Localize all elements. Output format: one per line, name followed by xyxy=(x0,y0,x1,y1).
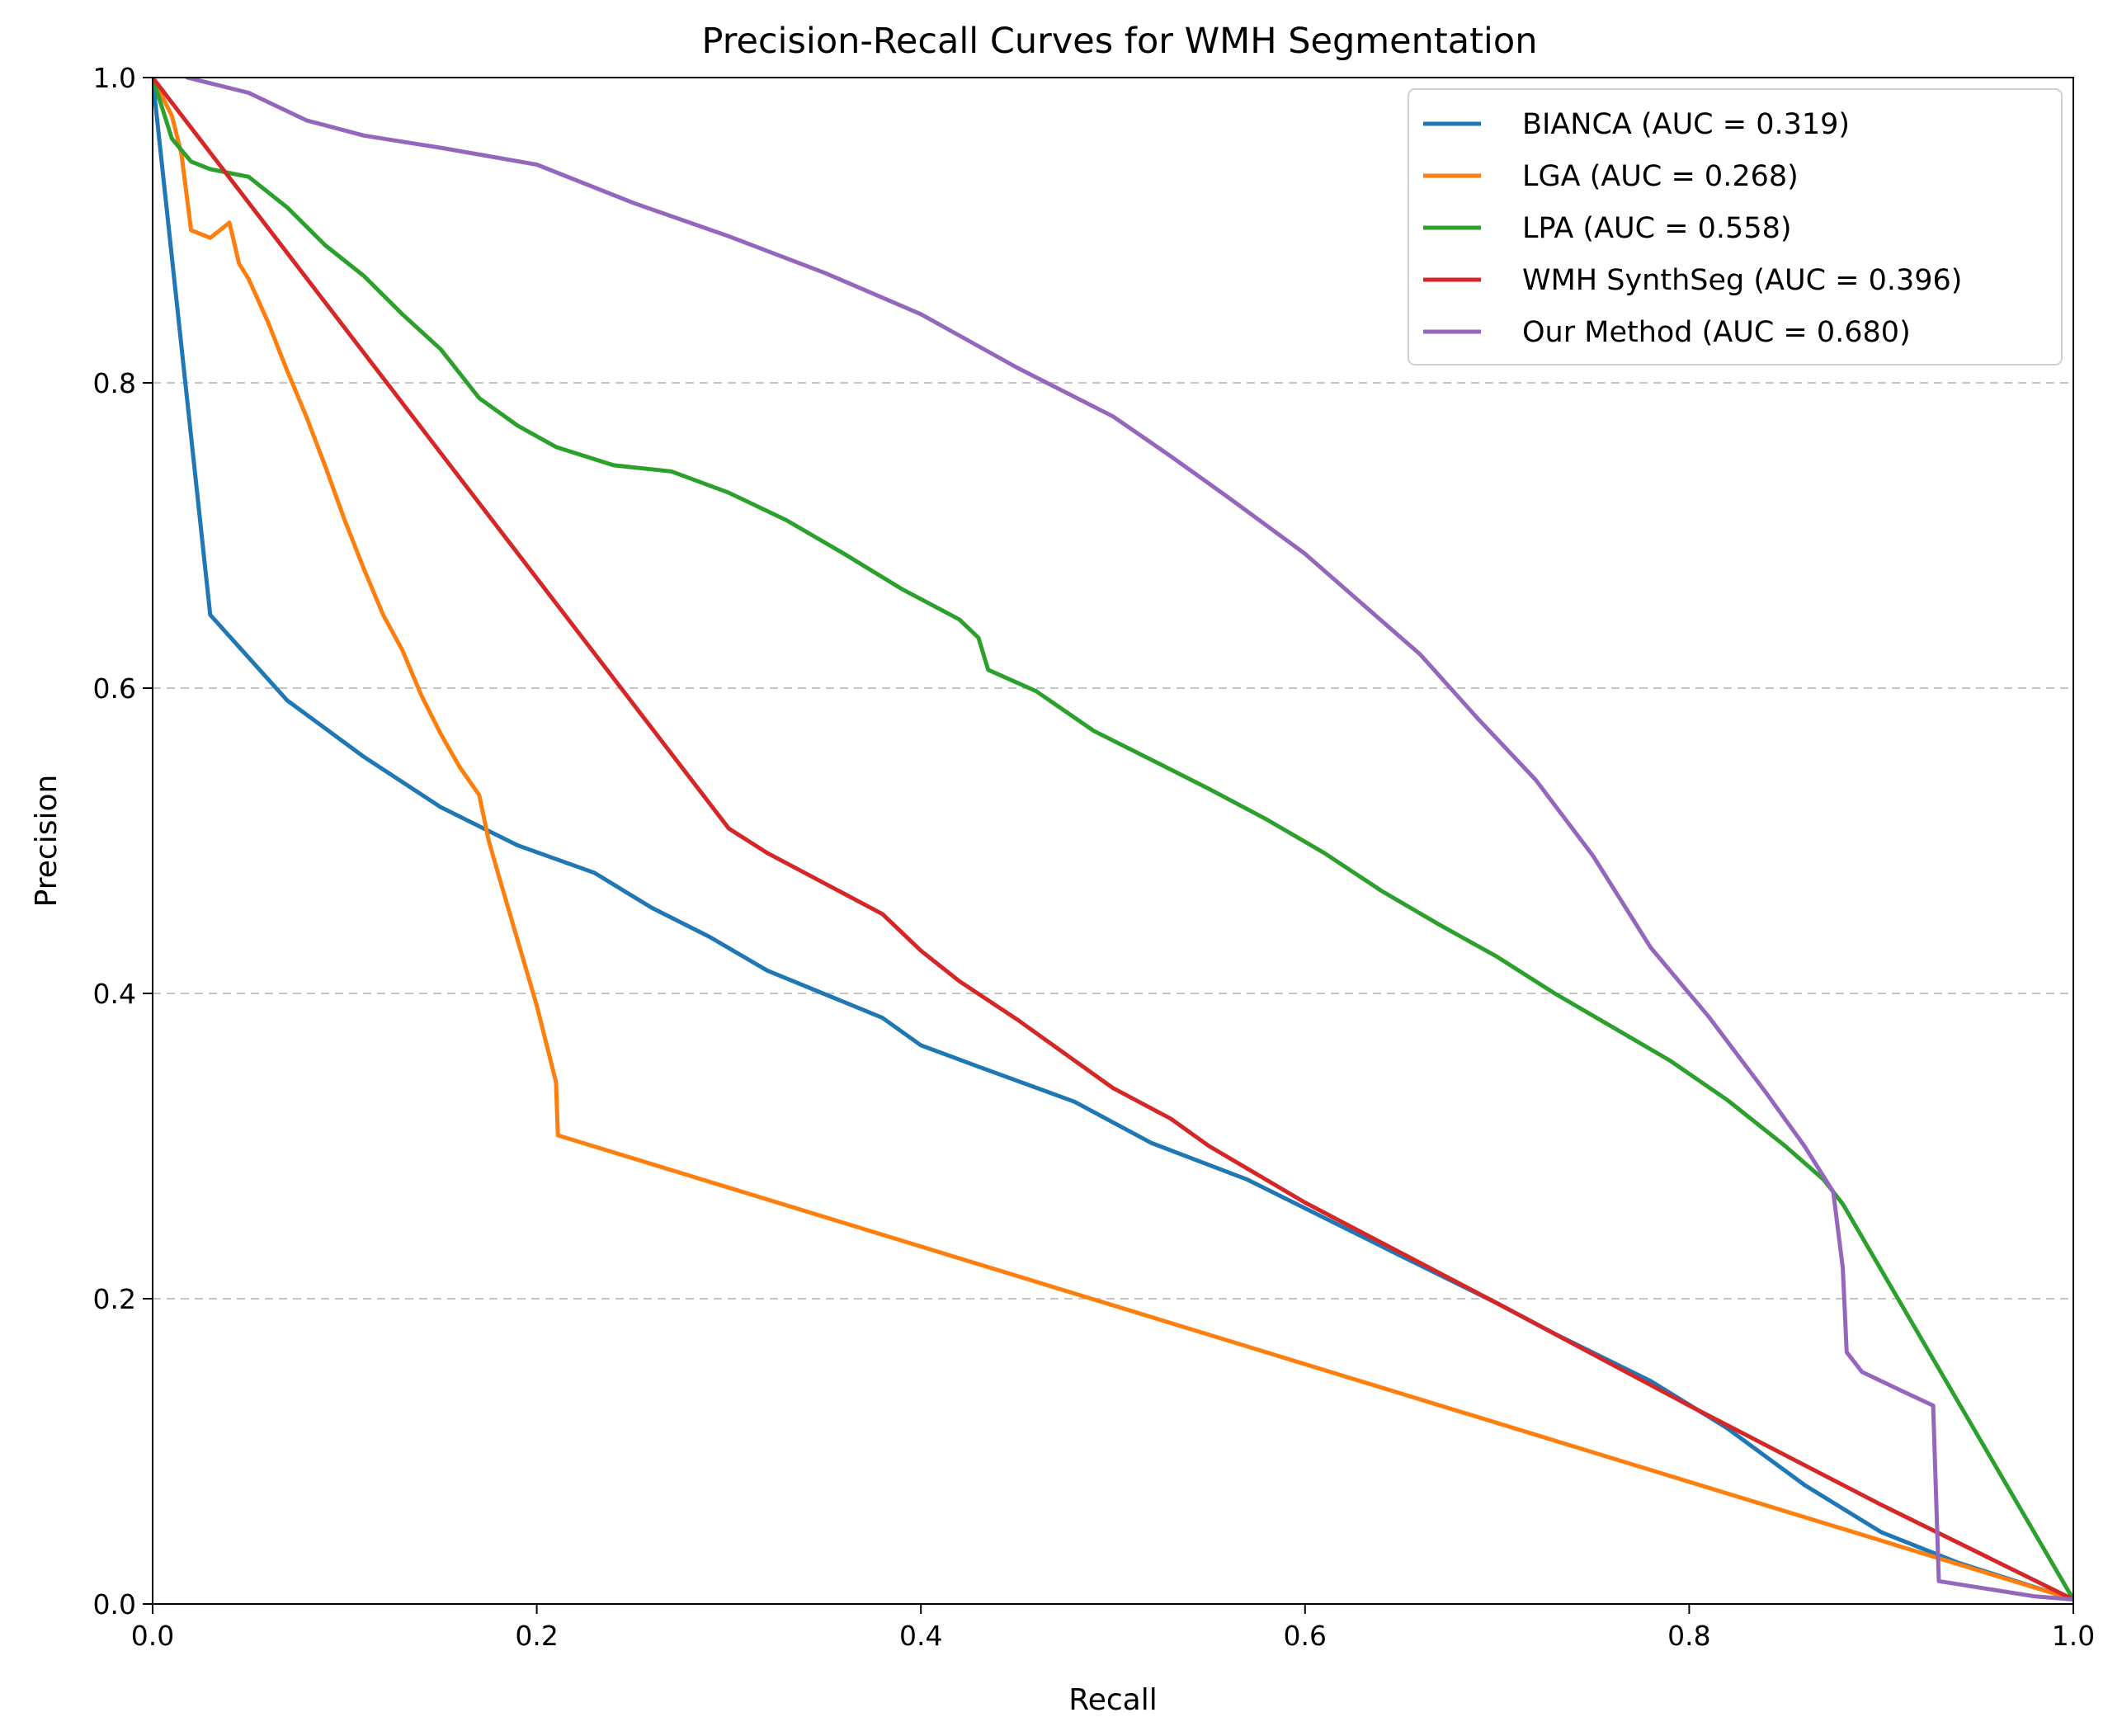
x-axis-label: Recall xyxy=(1068,1683,1157,1717)
y-tick-label: 0.8 xyxy=(93,367,136,399)
x-tick-label: 0.8 xyxy=(1667,1620,1710,1652)
chart-title: Precision-Recall Curves for WMH Segmenta… xyxy=(702,21,1538,62)
x-tick-label: 0.6 xyxy=(1284,1620,1327,1652)
legend-box xyxy=(1408,88,2063,366)
y-tick-label: 0.0 xyxy=(93,1588,136,1620)
y-tick-label: 0.4 xyxy=(93,978,136,1010)
legend-entry: WMH SynthSeg (AUC = 0.396) xyxy=(1522,264,1962,297)
x-tick-label: 0.2 xyxy=(515,1620,558,1652)
legend-entry: Our Method (AUC = 0.680) xyxy=(1522,316,1911,349)
plot-frame xyxy=(152,77,2074,1605)
series-lines xyxy=(153,78,2073,1602)
legend-entry: BIANCA (AUC = 0.319) xyxy=(1522,108,1850,141)
grid-lines xyxy=(153,382,2073,1300)
x-tick-label: 1.0 xyxy=(2052,1620,2095,1652)
series-line-bianca xyxy=(153,78,2073,1602)
series-line-lpa xyxy=(153,78,2073,1602)
y-tick-label: 1.0 xyxy=(93,62,136,94)
y-axis-label: Precision xyxy=(30,775,64,908)
axes: 0.0 0.2 0.4 0.6 0.8 1.0 0.0 0.2 0.4 0.6 0.8 1.0 xyxy=(93,62,2096,1652)
legend-entry: LGA (AUC = 0.268) xyxy=(1522,160,1799,193)
series-line-lga xyxy=(153,78,2073,1602)
y-tick-label: 0.2 xyxy=(93,1283,136,1315)
legend-entry: LPA (AUC = 0.558) xyxy=(1522,212,1792,245)
x-tick-label: 0.0 xyxy=(131,1620,174,1652)
y-tick-label: 0.6 xyxy=(93,672,136,705)
x-tick-label: 0.4 xyxy=(899,1620,942,1652)
legend: BIANCA (AUC = 0.319) LGA (AUC = 0.268) LPA… xyxy=(1408,88,2063,366)
series-line-wmh-synthseg xyxy=(153,78,2073,1602)
series-line-our-method xyxy=(185,78,2073,1602)
